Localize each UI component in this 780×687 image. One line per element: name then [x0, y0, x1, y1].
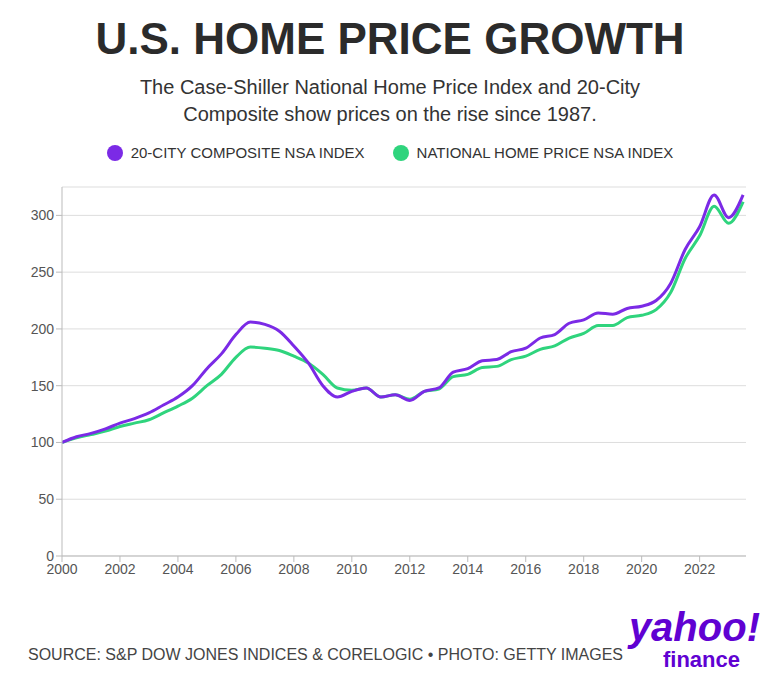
svg-text:300: 300	[31, 207, 55, 223]
svg-text:2022: 2022	[684, 561, 715, 577]
html-text:SOURCE: S&P DOW JONES INDICES: SOURCE: S&P DOW JONES INDICES & CORELOGI…	[28, 646, 623, 663]
svg-text:2020: 2020	[626, 561, 657, 577]
html-text:The Case-Shiller National Home: The Case-Shiller National Home Price Ind…	[139, 76, 641, 125]
html-text:NATIONAL HOME PRICE NSA INDEX: NATIONAL HOME PRICE NSA INDEX	[416, 144, 674, 161]
svg-text:250: 250	[31, 264, 55, 280]
svg-text:2018: 2018	[568, 561, 599, 577]
svg-text:2006: 2006	[220, 561, 251, 577]
html-text:yahoo!: yahoo!	[628, 605, 760, 649]
svg-text:150: 150	[31, 378, 55, 394]
svg-text:2010: 2010	[336, 561, 367, 577]
svg-text:100: 100	[31, 434, 55, 450]
html-text:20-CITY COMPOSITE NSA INDEX: 20-CITY COMPOSITE NSA INDEX	[130, 144, 365, 161]
svg-text:2016: 2016	[510, 561, 541, 577]
svg-text:2002: 2002	[104, 561, 135, 577]
svg-text:200: 200	[31, 321, 55, 337]
svg-text:2004: 2004	[162, 561, 193, 577]
svg-text:50: 50	[38, 491, 54, 507]
svg-text:2008: 2008	[278, 561, 309, 577]
html-text:finance: finance	[663, 647, 740, 672]
svg-text:2014: 2014	[452, 561, 483, 577]
svg-text:2000: 2000	[46, 560, 78, 577]
svg-text:0: 0	[46, 548, 54, 564]
html-text:U.S. HOME PRICE GROWTH: U.S. HOME PRICE GROWTH	[95, 14, 685, 63]
svg-text:2012: 2012	[394, 561, 425, 577]
